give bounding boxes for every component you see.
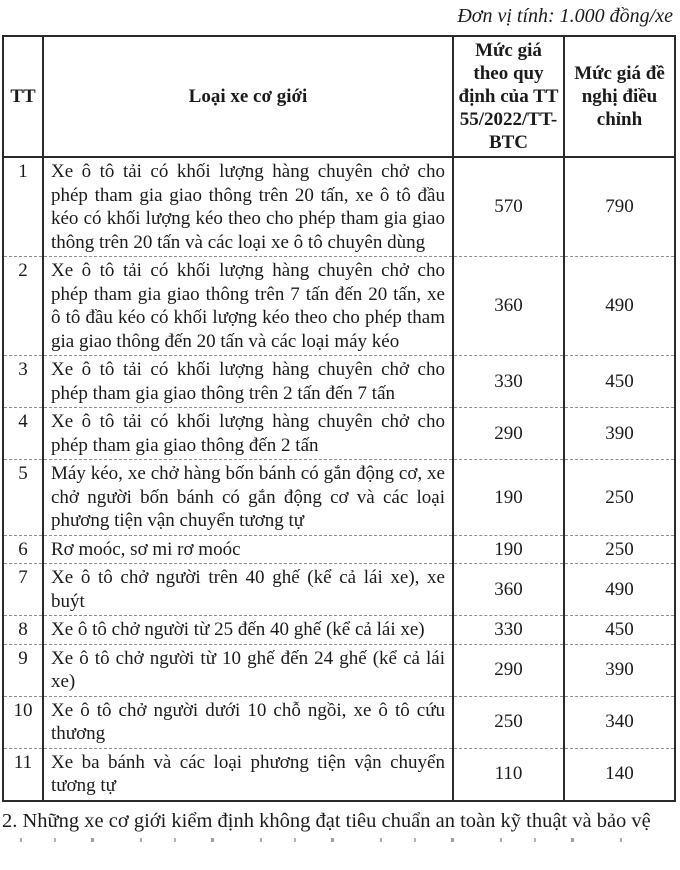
row-number-cell: 3 <box>2 355 44 408</box>
current-fee-cell: 290 <box>452 643 565 697</box>
proposed-fee-cell: 490 <box>563 563 676 616</box>
vehicle-type-cell: Xe ô tô tải có khối lượng hàng chuyên ch… <box>42 355 454 408</box>
vehicle-type-cell: Xe ô tô chở người trên 40 ghế (kể cả lái… <box>42 563 454 616</box>
current-fee-cell: 190 <box>452 534 565 564</box>
row-number-cell: 10 <box>2 695 44 749</box>
current-fee-cell: 110 <box>452 747 565 801</box>
fee-table-body: 1 Xe ô tô tải có khối lượng hàng chuyên c… <box>2 156 676 801</box>
row-number-cell: 8 <box>2 615 44 645</box>
proposed-fee-cell: 390 <box>563 643 676 697</box>
table-row: 8 Xe ô tô chở người từ 25 đến 40 ghế (kể … <box>2 615 676 645</box>
row-number-cell: 11 <box>2 747 44 801</box>
cutoff-text-line <box>20 837 630 842</box>
table-row: 3 Xe ô tô tải có khối lượng hàng chuyên c… <box>2 355 676 408</box>
table-row: 5 Máy kéo, xe chở hàng bốn bánh có gắn độ… <box>2 459 676 536</box>
table-row: 6 Rơ moóc, sơ mi rơ moóc 190 250 <box>2 534 676 564</box>
table-row: 9 Xe ô tô chở người từ 10 ghế đến 24 ghế … <box>2 643 676 697</box>
header-cell-proposed-fee: Mức giá đề nghị điều chỉnh <box>563 35 676 158</box>
table-row: 4 Xe ô tô tải có khối lượng hàng chuyên c… <box>2 407 676 460</box>
proposed-fee-cell: 250 <box>563 534 676 564</box>
inspection-fee-table: TT Loại xe cơ giới Mức giá theo quy định… <box>2 35 676 802</box>
header-cell-current-fee: Mức giá theo quy định của TT 55/2022/TT-… <box>452 35 565 158</box>
current-fee-cell: 360 <box>452 256 565 356</box>
vehicle-type-cell: Xe ô tô tải có khối lượng hàng chuyên ch… <box>42 156 454 257</box>
header-row: TT Loại xe cơ giới Mức giá theo quy định… <box>2 35 676 158</box>
current-fee-cell: 360 <box>452 563 565 616</box>
vehicle-type-cell: Máy kéo, xe chở hàng bốn bánh có gắn độn… <box>42 459 454 536</box>
table-row: 1 Xe ô tô tải có khối lượng hàng chuyên c… <box>2 156 676 257</box>
current-fee-cell: 190 <box>452 459 565 536</box>
row-number-cell: 6 <box>2 534 44 564</box>
table-row: 2 Xe ô tô tải có khối lượng hàng chuyên c… <box>2 256 676 356</box>
current-fee-cell: 330 <box>452 615 565 645</box>
row-number-cell: 2 <box>2 256 44 356</box>
proposed-fee-cell: 390 <box>563 407 676 460</box>
vehicle-type-cell: Xe ô tô tải có khối lượng hàng chuyên ch… <box>42 407 454 460</box>
proposed-fee-cell: 450 <box>563 615 676 645</box>
proposed-fee-cell: 790 <box>563 156 676 257</box>
proposed-fee-cell: 340 <box>563 695 676 749</box>
fee-table-header: TT Loại xe cơ giới Mức giá theo quy định… <box>2 35 676 158</box>
vehicle-type-cell: Xe ô tô tải có khối lượng hàng chuyên ch… <box>42 256 454 356</box>
table-row: 10 Xe ô tô chở người dưới 10 chỗ ngồi, xe… <box>2 695 676 749</box>
header-cell-vehicle-type: Loại xe cơ giới <box>42 35 454 158</box>
table-row: 7 Xe ô tô chở người trên 40 ghế (kể cả lá… <box>2 563 676 616</box>
current-fee-cell: 250 <box>452 695 565 749</box>
current-fee-cell: 570 <box>452 156 565 257</box>
row-number-cell: 5 <box>2 459 44 536</box>
vehicle-type-cell: Xe ô tô chở người dưới 10 chỗ ngồi, xe ô… <box>42 695 454 749</box>
unit-note: Đơn vị tính: 1.000 đồng/xe <box>457 5 673 27</box>
proposed-fee-cell: 490 <box>563 256 676 356</box>
current-fee-cell: 290 <box>452 407 565 460</box>
vehicle-type-cell: Rơ moóc, sơ mi rơ moóc <box>42 534 454 564</box>
row-number-cell: 4 <box>2 407 44 460</box>
row-number-cell: 1 <box>2 156 44 257</box>
row-number-cell: 7 <box>2 563 44 616</box>
current-fee-cell: 330 <box>452 355 565 408</box>
vehicle-type-cell: Xe ba bánh và các loại phương tiện vận c… <box>42 747 454 801</box>
vehicle-type-cell: Xe ô tô chở người từ 10 ghế đến 24 ghế (… <box>42 643 454 697</box>
vehicle-type-cell: Xe ô tô chở người từ 25 đến 40 ghế (kể c… <box>42 615 454 645</box>
proposed-fee-cell: 140 <box>563 747 676 801</box>
proposed-fee-cell: 250 <box>563 459 676 536</box>
table-row: 11 Xe ba bánh và các loại phương tiện vận… <box>2 747 676 801</box>
row-number-cell: 9 <box>2 643 44 697</box>
footer-note: 2. Những xe cơ giới kiểm định không đạt … <box>2 809 651 832</box>
header-cell-tt: TT <box>2 35 44 158</box>
proposed-fee-cell: 450 <box>563 355 676 408</box>
